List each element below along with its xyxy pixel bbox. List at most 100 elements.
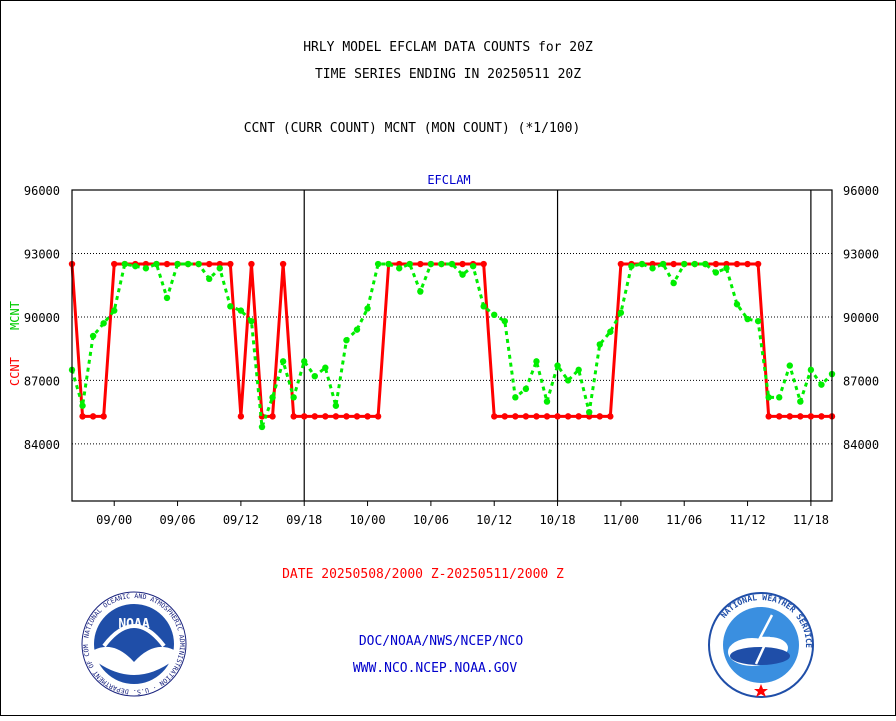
chart-subtitle: CCNT (CURR COUNT) MCNT (MON COUNT) (*1/1… xyxy=(244,121,581,136)
data-point-mcnt xyxy=(396,265,403,272)
data-point-mcnt xyxy=(174,260,181,268)
series-layer xyxy=(68,260,836,431)
data-point-mcnt xyxy=(121,260,128,268)
data-point-mcnt xyxy=(269,394,276,401)
data-point-mcnt xyxy=(659,260,667,268)
data-point-ccnt xyxy=(111,260,118,268)
chart-title-line1: HRLY MODEL EFCLAM DATA COUNTS for 20Z xyxy=(303,40,593,55)
data-point-mcnt xyxy=(818,381,825,388)
data-point-mcnt xyxy=(322,364,329,371)
data-point-ccnt xyxy=(100,413,107,420)
data-point-mcnt xyxy=(195,260,202,268)
data-point-ccnt xyxy=(79,413,86,420)
data-point-mcnt xyxy=(533,358,540,365)
data-point-ccnt xyxy=(343,413,350,420)
noaa-logo-text: NOAA xyxy=(118,617,149,632)
data-point-ccnt xyxy=(554,413,561,420)
data-point-mcnt xyxy=(691,260,698,268)
data-point-mcnt xyxy=(427,260,435,268)
y-tick-label-right: 93000 xyxy=(843,247,879,261)
ylabel-mcnt: MCNT xyxy=(8,301,22,330)
data-point-ccnt xyxy=(311,413,318,420)
data-point-mcnt xyxy=(438,260,445,268)
data-point-mcnt xyxy=(111,307,118,314)
data-point-mcnt xyxy=(480,303,487,310)
y-tick-label-left: 93000 xyxy=(24,247,60,261)
data-point-ccnt xyxy=(754,260,762,268)
data-point-mcnt xyxy=(522,385,530,393)
data-point-mcnt xyxy=(543,398,551,405)
nws-logo: NATIONAL WEATHER SERVICE xyxy=(708,592,814,698)
data-point-ccnt xyxy=(332,413,340,420)
ylabel-ccnt: CCNT xyxy=(8,357,22,386)
data-point-mcnt xyxy=(343,337,350,344)
x-tick-label: 10/00 xyxy=(349,513,385,527)
data-point-mcnt xyxy=(607,328,614,335)
data-point-mcnt xyxy=(586,408,593,416)
data-point-mcnt xyxy=(733,301,741,308)
data-point-mcnt xyxy=(564,377,572,384)
x-tick-label: 11/12 xyxy=(729,513,765,527)
data-point-mcnt xyxy=(290,394,297,401)
data-point-ccnt xyxy=(290,413,297,420)
data-point-mcnt xyxy=(617,309,625,316)
data-point-ccnt xyxy=(163,260,171,268)
data-point-mcnt xyxy=(332,402,340,409)
data-point-mcnt xyxy=(142,265,150,272)
x-tick-label: 10/18 xyxy=(539,513,575,527)
data-point-mcnt xyxy=(776,394,783,401)
data-point-ccnt xyxy=(491,413,498,420)
data-point-ccnt xyxy=(776,413,783,420)
data-point-ccnt xyxy=(459,260,466,268)
data-point-mcnt xyxy=(79,402,86,409)
data-point-ccnt xyxy=(617,260,625,268)
data-point-mcnt xyxy=(163,294,171,302)
data-point-mcnt xyxy=(723,265,730,272)
data-point-ccnt xyxy=(670,260,677,268)
y-tick-label-left: 84000 xyxy=(24,438,60,452)
data-point-mcnt xyxy=(501,317,508,325)
data-point-mcnt xyxy=(227,303,234,310)
data-point-mcnt xyxy=(100,320,107,327)
data-point-ccnt xyxy=(248,260,255,268)
data-point-mcnt xyxy=(765,394,772,401)
x-tick-label: 09/00 xyxy=(96,513,132,527)
data-point-mcnt xyxy=(374,260,382,268)
data-point-mcnt xyxy=(596,341,603,348)
data-point-ccnt xyxy=(374,413,382,420)
data-point-ccnt xyxy=(818,413,825,420)
y-tick-label-right: 90000 xyxy=(843,311,879,325)
nws-star-icon xyxy=(754,684,768,697)
data-point-mcnt xyxy=(417,288,424,295)
data-point-mcnt xyxy=(512,394,519,401)
data-point-ccnt xyxy=(575,413,582,420)
data-point-mcnt xyxy=(364,305,371,312)
x-tick-label: 10/12 xyxy=(476,513,512,527)
data-point-mcnt xyxy=(786,362,793,369)
data-point-mcnt xyxy=(89,332,97,340)
data-point-ccnt xyxy=(322,413,329,420)
data-point-mcnt xyxy=(469,262,477,270)
data-point-ccnt xyxy=(364,413,371,420)
y-tick-label-right: 84000 xyxy=(843,438,879,452)
data-point-mcnt xyxy=(385,260,392,268)
x-tick-label: 09/06 xyxy=(159,513,195,527)
data-point-ccnt xyxy=(279,260,287,268)
data-point-ccnt xyxy=(480,260,487,268)
data-point-mcnt xyxy=(638,260,646,268)
data-point-mcnt xyxy=(681,260,688,268)
data-point-mcnt xyxy=(279,358,287,365)
data-point-ccnt xyxy=(596,413,603,420)
data-point-ccnt xyxy=(564,413,572,420)
x-tick-label: 11/00 xyxy=(603,513,639,527)
data-point-mcnt xyxy=(628,262,635,270)
data-point-mcnt xyxy=(744,315,751,323)
data-point-mcnt xyxy=(807,366,815,374)
data-point-ccnt xyxy=(807,413,815,420)
y-tick-label-left: 87000 xyxy=(24,374,60,388)
data-point-ccnt xyxy=(269,413,276,420)
y-tick-label-left: 90000 xyxy=(24,311,60,325)
chart-title-line2: TIME SERIES ENDING IN 20250511 20Z xyxy=(315,67,581,82)
data-point-mcnt xyxy=(702,260,709,268)
